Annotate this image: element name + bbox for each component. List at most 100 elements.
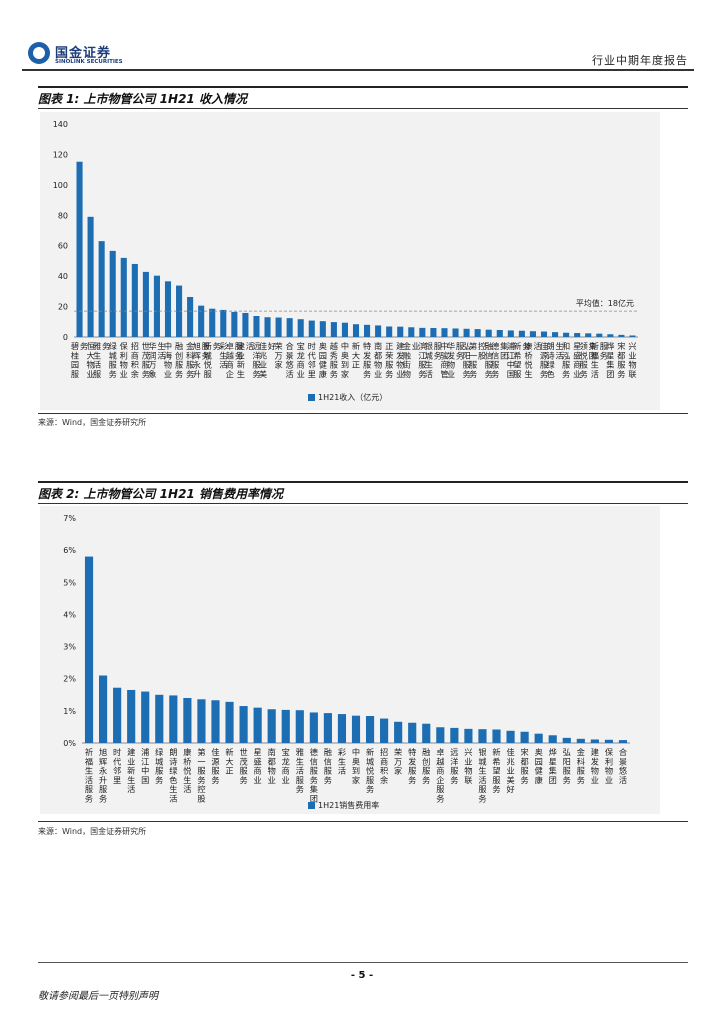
bar bbox=[142, 271, 149, 337]
category-label: 兴业物联 bbox=[464, 747, 472, 785]
category-label: 银城生活服务 bbox=[478, 747, 486, 804]
category-label: 远洋服务 bbox=[252, 341, 260, 379]
category-label: 第一服务控股 bbox=[197, 747, 205, 804]
category-label: 正荣服务 bbox=[385, 341, 393, 379]
y-tick-label: 0 bbox=[63, 333, 68, 342]
category-label: 越秀服务 bbox=[330, 341, 338, 379]
bar bbox=[548, 735, 557, 743]
bar bbox=[563, 332, 570, 337]
fig2-chart-area: 0% 1% 2% 3% 4% 5% 6% 7% 祈福生活服务 旭辉永升服务 时代邻里 建业新生活 浦江中… bbox=[40, 506, 660, 814]
y-tick-label: 5% bbox=[63, 578, 76, 587]
bar bbox=[507, 330, 514, 337]
category-label: 朗诗绿色生活 bbox=[169, 747, 177, 804]
bar bbox=[604, 739, 613, 743]
bar bbox=[141, 691, 150, 743]
bar bbox=[281, 709, 290, 743]
bar bbox=[164, 281, 172, 337]
category-label: 融创服务 bbox=[422, 747, 430, 785]
y-tick-label: 60 bbox=[58, 242, 68, 251]
fig1-top-rule bbox=[38, 86, 688, 88]
logo-mark-icon bbox=[28, 42, 50, 64]
bar bbox=[267, 709, 276, 743]
bar bbox=[450, 727, 459, 743]
bar bbox=[295, 710, 304, 743]
category-label: 绿城服务 bbox=[155, 747, 163, 785]
bar bbox=[337, 714, 347, 743]
category-label: 新城悦服务 bbox=[366, 747, 374, 794]
legend-label: 1H21收入（亿元） bbox=[318, 392, 387, 402]
category-label: 雅生活服务 bbox=[296, 747, 304, 794]
bar bbox=[474, 329, 481, 337]
category-label: 建业新生活 bbox=[127, 747, 135, 794]
bar bbox=[120, 257, 127, 337]
disclaimer: 敬请参阅最后一页特别声明 bbox=[38, 991, 158, 1002]
y-tick-label: 6% bbox=[63, 546, 76, 555]
bar bbox=[98, 241, 105, 337]
fig1-bottom-rule bbox=[38, 413, 688, 414]
category-label: 朗诗绿色生活 bbox=[546, 341, 563, 379]
bar bbox=[308, 320, 315, 337]
category-label: 奥园健康 bbox=[535, 747, 543, 785]
category-label: 旭辉永升服务 bbox=[99, 747, 107, 804]
category-label: 祈福生活服务 bbox=[591, 341, 608, 379]
category-label: 特发服务 bbox=[363, 341, 371, 379]
bar bbox=[242, 312, 249, 337]
fig1-title: 图表 1: 上市物管公司 1H21 收入情况 bbox=[38, 92, 247, 106]
category-label: 中奥到家 bbox=[341, 341, 349, 379]
y-tick-label: 120 bbox=[53, 150, 68, 159]
category-label: 远洋服务 bbox=[450, 747, 458, 785]
bar bbox=[309, 712, 318, 743]
category-label: 金科服务 bbox=[577, 747, 585, 785]
category-label: 彩生活 bbox=[338, 747, 346, 776]
bar bbox=[211, 700, 220, 743]
bar bbox=[629, 335, 636, 337]
bar bbox=[225, 701, 234, 743]
category-label: 融创服务 bbox=[175, 341, 183, 379]
logo-en-text: SINOLINK SECURITIES bbox=[55, 59, 123, 65]
category-label: 时代邻里 bbox=[113, 747, 121, 785]
bar bbox=[198, 305, 205, 337]
category-label: 第一服务控股 bbox=[469, 341, 486, 379]
bar bbox=[153, 275, 160, 337]
legend-label: 1H21销售费用率 bbox=[318, 800, 379, 810]
category-label: 卓越商企服务 bbox=[436, 747, 444, 804]
y-tick-label: 7% bbox=[63, 514, 76, 523]
bar bbox=[430, 328, 437, 337]
category-label: 弘阳服务 bbox=[563, 747, 571, 785]
y-tick-label: 100 bbox=[53, 181, 68, 190]
category-label: 滨江服务 bbox=[418, 341, 426, 379]
category-label: 中骏商管 bbox=[440, 341, 448, 379]
fig2-source: 来源：Wind，国金证券研究所 bbox=[38, 827, 147, 836]
y-tick-label: 40 bbox=[58, 272, 68, 281]
bar bbox=[155, 694, 164, 743]
category-label: 荣万家 bbox=[274, 341, 282, 370]
bar bbox=[364, 324, 371, 337]
bar bbox=[534, 733, 543, 743]
category-label: 世茂服务 bbox=[239, 747, 247, 785]
category-label: 金融街物业 bbox=[403, 341, 420, 379]
category-label: 碧桂园服务 bbox=[71, 341, 88, 379]
fig2-top-rule bbox=[38, 481, 688, 483]
bar bbox=[113, 687, 122, 743]
category-label: 浦江中国 bbox=[141, 747, 149, 785]
y-tick-label: 3% bbox=[63, 643, 76, 652]
bar bbox=[127, 689, 136, 743]
bar bbox=[380, 718, 389, 743]
bar bbox=[197, 699, 206, 743]
bar bbox=[506, 730, 515, 743]
bar bbox=[187, 296, 194, 337]
fig2-bottom-rule bbox=[38, 821, 688, 822]
category-label: 新大正 bbox=[352, 341, 360, 370]
category-label: 星盛商业 bbox=[254, 747, 262, 785]
bar bbox=[463, 328, 470, 337]
report-type: 行业中期年度报告 bbox=[592, 54, 688, 67]
category-label: 荣万家 bbox=[394, 747, 402, 776]
bar bbox=[562, 737, 571, 743]
bar bbox=[618, 740, 628, 743]
category-label: 佳兆业美好 bbox=[259, 341, 276, 379]
category-label: 特发服务 bbox=[408, 747, 416, 785]
bar bbox=[330, 322, 337, 337]
bar bbox=[264, 317, 271, 337]
bar bbox=[253, 316, 260, 337]
category-label: 绿城服务 bbox=[109, 341, 117, 379]
